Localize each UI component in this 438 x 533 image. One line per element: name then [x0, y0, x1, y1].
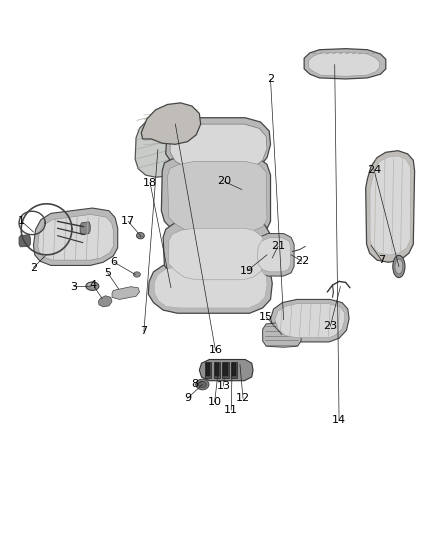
- Text: 8: 8: [191, 379, 198, 390]
- Text: 5: 5: [104, 268, 111, 278]
- Text: 19: 19: [240, 266, 254, 276]
- Ellipse shape: [137, 232, 145, 239]
- Ellipse shape: [170, 283, 180, 291]
- Polygon shape: [169, 228, 265, 280]
- Polygon shape: [205, 361, 211, 378]
- Ellipse shape: [88, 283, 95, 287]
- Text: 6: 6: [111, 257, 118, 267]
- Ellipse shape: [198, 381, 206, 387]
- Text: 7: 7: [140, 326, 148, 336]
- Polygon shape: [148, 262, 272, 313]
- Polygon shape: [33, 208, 118, 265]
- Ellipse shape: [395, 259, 403, 274]
- Polygon shape: [214, 361, 220, 378]
- Text: 21: 21: [271, 241, 285, 252]
- Text: 24: 24: [367, 165, 381, 175]
- Text: 13: 13: [216, 381, 230, 391]
- Text: 10: 10: [208, 397, 222, 407]
- Text: 3: 3: [71, 281, 78, 292]
- Polygon shape: [366, 151, 415, 262]
- Polygon shape: [275, 304, 345, 338]
- Polygon shape: [167, 161, 267, 232]
- Ellipse shape: [240, 283, 251, 291]
- Text: 2: 2: [267, 75, 274, 84]
- Ellipse shape: [285, 252, 293, 258]
- Polygon shape: [19, 235, 30, 247]
- Ellipse shape: [86, 282, 99, 290]
- Ellipse shape: [198, 181, 238, 212]
- Polygon shape: [163, 217, 272, 285]
- Polygon shape: [199, 359, 253, 381]
- Polygon shape: [271, 300, 349, 342]
- Polygon shape: [258, 238, 290, 272]
- Text: 7: 7: [378, 255, 385, 265]
- Ellipse shape: [188, 245, 211, 265]
- Ellipse shape: [239, 187, 244, 191]
- Text: 9: 9: [184, 393, 191, 403]
- Ellipse shape: [191, 248, 207, 262]
- Polygon shape: [112, 287, 140, 300]
- Polygon shape: [141, 103, 201, 144]
- Text: 2: 2: [30, 263, 37, 272]
- Polygon shape: [263, 322, 301, 348]
- Text: 4: 4: [90, 280, 97, 290]
- Polygon shape: [223, 363, 228, 376]
- Polygon shape: [370, 156, 410, 255]
- Polygon shape: [206, 363, 210, 376]
- Polygon shape: [231, 361, 237, 378]
- Polygon shape: [254, 233, 294, 276]
- Polygon shape: [38, 214, 113, 260]
- Polygon shape: [154, 266, 267, 308]
- Polygon shape: [223, 361, 229, 378]
- Ellipse shape: [205, 283, 215, 291]
- Text: 11: 11: [224, 405, 238, 415]
- Polygon shape: [304, 49, 386, 79]
- Ellipse shape: [230, 248, 245, 262]
- Ellipse shape: [226, 245, 249, 265]
- Ellipse shape: [393, 255, 405, 278]
- Text: 14: 14: [332, 415, 346, 424]
- Polygon shape: [232, 363, 237, 376]
- Text: 15: 15: [259, 312, 273, 322]
- Polygon shape: [161, 155, 271, 239]
- Ellipse shape: [267, 254, 276, 262]
- Polygon shape: [166, 118, 271, 172]
- Text: 18: 18: [143, 177, 157, 188]
- Text: 12: 12: [236, 393, 250, 403]
- Polygon shape: [135, 117, 179, 177]
- Text: 20: 20: [217, 176, 231, 187]
- Text: 17: 17: [121, 216, 135, 227]
- Polygon shape: [308, 52, 380, 76]
- Text: 1: 1: [18, 216, 25, 227]
- Polygon shape: [215, 363, 219, 376]
- Ellipse shape: [196, 379, 209, 390]
- Polygon shape: [170, 124, 267, 168]
- Ellipse shape: [223, 283, 233, 291]
- Polygon shape: [80, 222, 90, 235]
- Text: 16: 16: [208, 345, 223, 356]
- Polygon shape: [99, 296, 112, 307]
- Text: 23: 23: [323, 321, 337, 331]
- Ellipse shape: [187, 283, 198, 291]
- Text: 22: 22: [295, 256, 309, 266]
- Ellipse shape: [134, 272, 141, 277]
- Ellipse shape: [203, 185, 233, 207]
